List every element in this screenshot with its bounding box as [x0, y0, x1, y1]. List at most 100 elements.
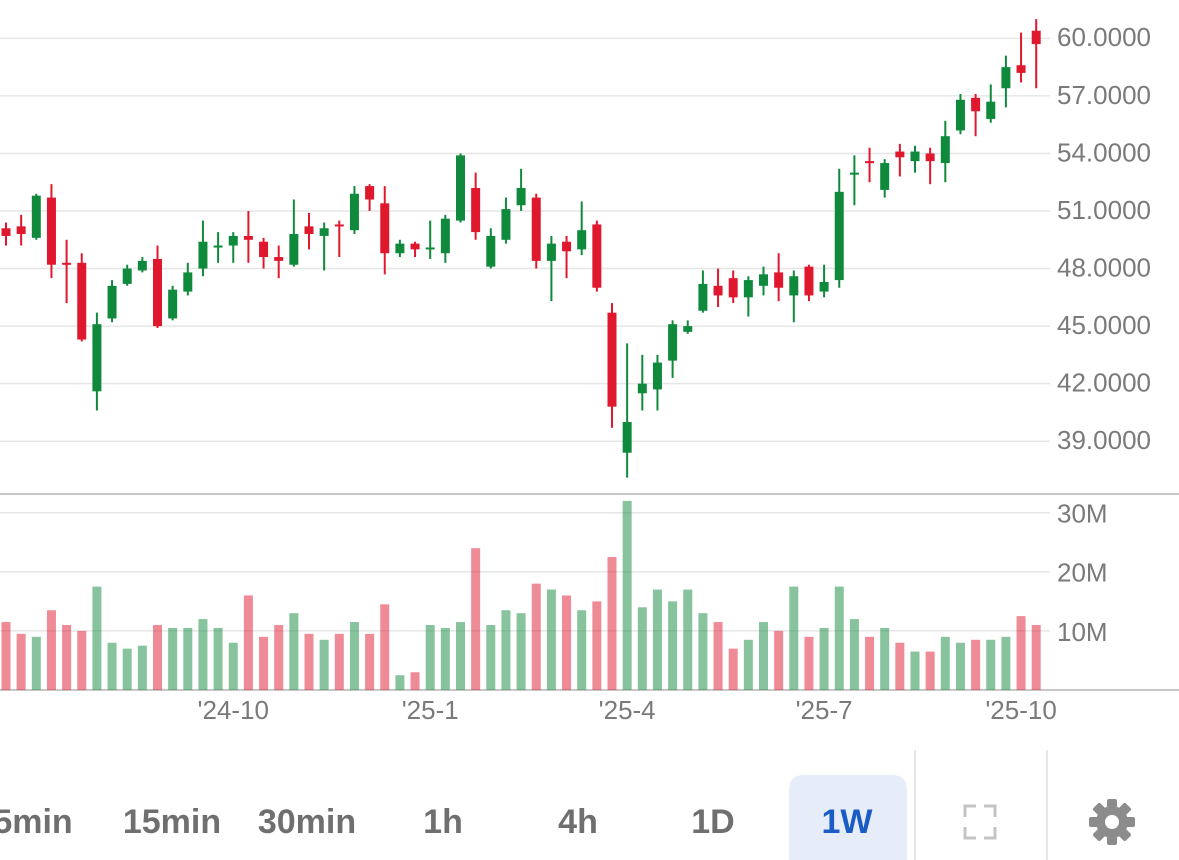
volume-bar	[562, 595, 572, 690]
y-tick-label: 57.0000	[1057, 80, 1151, 110]
fullscreen-button[interactable]	[963, 804, 997, 840]
candle-body	[728, 278, 738, 298]
candle-body	[698, 283, 708, 311]
candle-body	[122, 268, 132, 284]
candle-body	[743, 280, 753, 298]
x-tick-label: '25-10	[985, 695, 1056, 725]
volume-bar	[652, 589, 662, 690]
volume-bar	[198, 619, 208, 690]
candle-body	[137, 260, 147, 271]
y-tick-label: 45.0000	[1057, 310, 1151, 340]
volume-bar	[865, 636, 875, 690]
volume-bar	[713, 622, 723, 690]
volume-bar	[243, 595, 253, 690]
candle-body	[759, 274, 768, 286]
volume-bar	[122, 648, 132, 690]
settings-button[interactable]	[1089, 799, 1135, 845]
candle-body	[925, 153, 935, 162]
volume-bar	[774, 630, 784, 690]
candle-body	[425, 247, 435, 250]
tab-label: 1D	[691, 803, 734, 841]
candle-body	[1001, 67, 1011, 89]
candle-body	[531, 197, 541, 261]
candle-body	[652, 362, 662, 390]
candle-body	[546, 243, 556, 261]
timeframe-tab[interactable]: 30min	[258, 803, 356, 841]
volume-tick-label: 20M	[1057, 558, 1108, 588]
candle-body	[334, 224, 344, 227]
volume-bar	[319, 639, 329, 690]
volume-bar	[683, 589, 693, 690]
candle-body	[501, 209, 511, 240]
candle-body	[516, 187, 526, 206]
candle-body	[865, 161, 875, 164]
candle-body	[395, 243, 405, 254]
candle-body	[107, 285, 117, 319]
volume-bar	[16, 633, 26, 690]
volume-bar	[607, 557, 617, 690]
candle-body	[971, 97, 981, 112]
volume-bar	[304, 633, 314, 690]
candle-body	[243, 235, 253, 240]
candle-body	[92, 324, 102, 392]
timeframe-tab[interactable]: 1W	[789, 775, 907, 860]
volume-bar	[425, 625, 435, 690]
candle-body	[228, 235, 238, 246]
volume-bar	[1031, 625, 1041, 690]
volume-bar	[834, 586, 844, 690]
y-tick-label: 54.0000	[1057, 137, 1151, 167]
volume-bar	[743, 639, 753, 690]
candle-body	[819, 281, 829, 292]
volume-bar	[471, 548, 481, 690]
timeframe-tab[interactable]: 5min	[0, 803, 73, 841]
candle-body	[289, 234, 299, 265]
volume-bar	[955, 642, 965, 690]
volume-bar	[395, 675, 405, 690]
candle-body	[713, 285, 723, 296]
tab-label: 5min	[0, 803, 73, 841]
volume-bar	[501, 610, 511, 690]
candle-body	[577, 230, 587, 250]
candle-body	[153, 258, 162, 327]
x-tick-label: '24-10	[198, 695, 269, 725]
candle-body	[804, 266, 814, 296]
timeframe-tab[interactable]: 15min	[123, 803, 221, 841]
x-tick-label: '25-7	[796, 695, 853, 725]
y-tick-label: 42.0000	[1057, 368, 1151, 398]
volume-tick-label: 30M	[1057, 499, 1108, 529]
candle-body	[183, 272, 193, 292]
candle-body	[440, 218, 450, 254]
candle-body	[895, 151, 905, 158]
volume-bar	[183, 627, 193, 690]
volume-bar	[622, 500, 632, 690]
volume-bar	[531, 583, 541, 690]
volume-bar	[380, 604, 390, 690]
volume-bar	[440, 627, 450, 690]
tab-label: 1h	[423, 803, 463, 841]
candle-body	[1, 228, 11, 236]
timeframe-tab[interactable]: 4h	[558, 803, 598, 841]
candle-body	[471, 187, 481, 233]
timeframe-tab[interactable]: 1h	[423, 803, 463, 841]
tab-highlight	[789, 775, 907, 860]
volume-bar	[986, 639, 996, 690]
y-tick-label: 60.0000	[1057, 22, 1151, 52]
volume-bar	[107, 642, 117, 690]
volume-bar	[1, 622, 11, 690]
volume-bar	[228, 642, 238, 690]
volume-bar	[728, 648, 738, 690]
x-tick-label: '25-4	[599, 695, 656, 725]
gear-hole	[1105, 815, 1119, 829]
candle-body	[1031, 30, 1041, 45]
candle-body	[380, 203, 390, 254]
timeframe-tab[interactable]: 1D	[691, 803, 734, 841]
volume-bar	[274, 625, 284, 690]
volume-bar	[456, 622, 465, 690]
candle-body	[31, 195, 41, 238]
candle-body	[955, 99, 965, 131]
volume-bar	[213, 627, 223, 690]
fullscreen-icon	[963, 804, 997, 840]
volume-bar	[46, 610, 56, 690]
